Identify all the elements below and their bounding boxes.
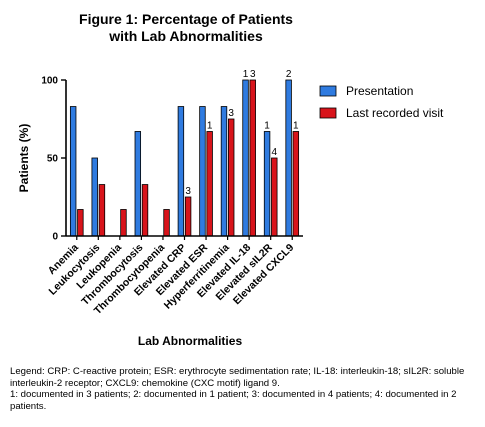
bar-last-visit-1 [98, 184, 106, 237]
bar-annotation-3: 1 [243, 69, 249, 80]
bar-last-visit-2 [120, 209, 127, 237]
bar-last-visit-4 [163, 209, 170, 237]
bar-presentation-1 [91, 157, 98, 237]
bar-annotation-6: 4 [271, 147, 277, 158]
bar-presentation-7 [220, 106, 228, 237]
bar-annotation-4: 3 [250, 69, 256, 80]
bar-last-visit-7 [227, 118, 235, 237]
bar-annotation-1: 1 [207, 120, 213, 131]
y-tick-label-1: 50 [47, 154, 59, 165]
bar-annotation-7: 2 [286, 69, 292, 80]
y-tick-label-2: 100 [41, 76, 58, 87]
bar-last-visit-8 [249, 79, 256, 237]
bar-annotation-5: 1 [264, 120, 270, 131]
bar-last-visit-0 [77, 209, 84, 237]
bar-presentation-3 [134, 131, 142, 237]
bar-last-visit-6 [206, 131, 213, 237]
y-tick-label-0: 0 [52, 232, 58, 243]
x-axis-label: Lab Abnormalities [138, 334, 243, 348]
chart-title-line-1: Figure 1: Percentage of Patients [79, 11, 293, 27]
bar-presentation-8 [242, 79, 249, 237]
caption-legend-text: Legend: CRP: C-reactive protein; ESR: er… [10, 366, 465, 389]
bar-presentation-5 [177, 106, 185, 237]
legend-label-1: Last recorded visit [346, 106, 444, 120]
y-axis-label: Patients (%) [17, 124, 31, 193]
bar-last-visit-5 [184, 196, 192, 237]
legend-swatch-0 [319, 85, 337, 97]
bar-presentation-0 [69, 106, 77, 237]
bar-annotation-0: 3 [185, 186, 191, 197]
bar-last-visit-3 [141, 184, 149, 237]
bar-annotation-2: 3 [228, 108, 234, 119]
bar-last-visit-10 [292, 131, 300, 237]
caption-footnote-text: 1: documented in 3 patients; 2: document… [10, 389, 457, 412]
bar-last-visit-9 [271, 157, 278, 237]
bar-presentation-10 [285, 79, 292, 237]
bar-annotation-8: 1 [293, 120, 299, 131]
legend-label-0: Presentation [346, 84, 413, 98]
bar-presentation-9 [263, 131, 271, 237]
chart-title-line-2: with Lab Abnormalities [108, 28, 263, 44]
figure-caption: Legend: CRP: C-reactive protein; ESR: er… [10, 366, 478, 412]
bar-presentation-6 [199, 106, 206, 237]
legend-swatch-1 [319, 107, 337, 119]
